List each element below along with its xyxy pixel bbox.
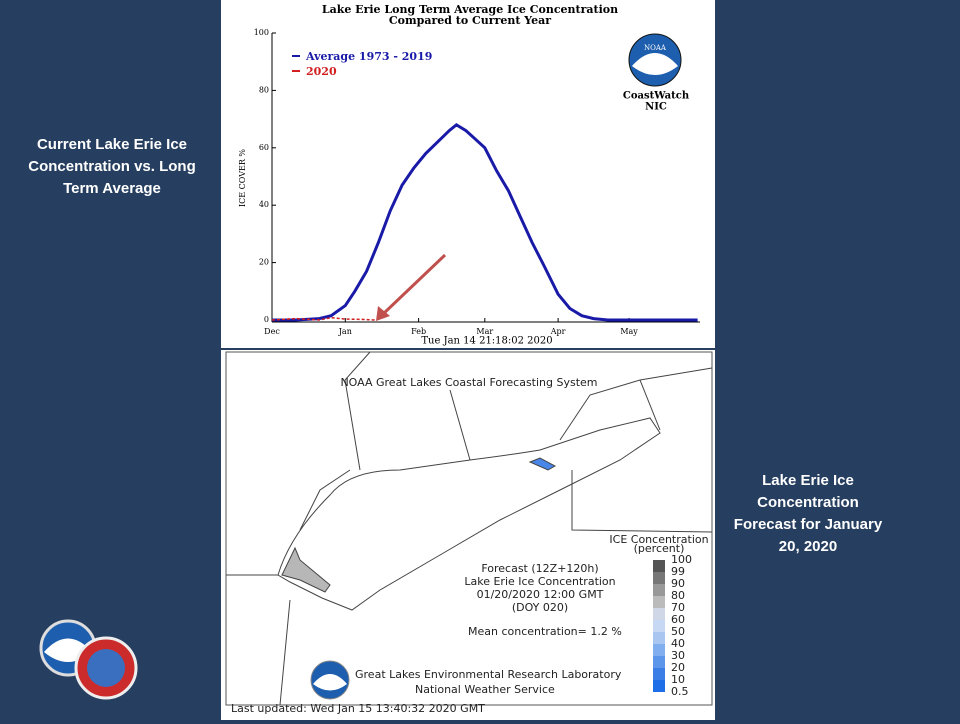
map-label: Lake Erie Ice Concentration (464, 575, 615, 588)
y-tick-label: 40 (259, 200, 269, 209)
x-tick-label: Dec (264, 327, 280, 336)
map-label: 80 (671, 589, 685, 602)
chart-title: Lake Erie Long Term Average Ice Concentr… (322, 3, 618, 16)
x-tick-label: Mar (476, 327, 493, 336)
logos (39, 619, 138, 700)
map-label: Great Lakes Environmental Research Labor… (355, 668, 622, 681)
series-line (272, 122, 698, 322)
map-label: 40 (671, 637, 685, 650)
colorbar (653, 560, 665, 692)
map-label: ICE Concentration (609, 533, 708, 546)
map-label: 20 (671, 661, 685, 674)
chart-subtitle: Compared to Current Year (389, 14, 551, 27)
y-axis-label: ICE COVER % (238, 149, 247, 207)
chart: Lake Erie Long Term Average Ice Concentr… (238, 3, 700, 347)
map-label: 60 (671, 613, 685, 626)
chart-footer: Tue Jan 14 21:18:02 2020 (421, 336, 552, 347)
map-label: 90 (671, 577, 685, 590)
logo-text: NIC (645, 102, 667, 113)
map-frame (225, 351, 713, 706)
x-tick-label: Feb (411, 327, 426, 336)
logo-text: NOAA (644, 44, 667, 52)
map-label: 10 (671, 673, 685, 686)
map-label: (DOY 020) (512, 601, 568, 614)
map-label: 100 (671, 553, 692, 566)
right-caption: 20, 2020 (779, 538, 837, 555)
left-caption: Current Lake Erie Ice (37, 136, 187, 153)
x-tick-label: Jan (338, 327, 352, 336)
map-text: NOAA Great Lakes Coastal Forecasting Sys… (231, 376, 709, 715)
map-label: Last updated: Wed Jan 15 13:40:32 2020 G… (231, 702, 485, 715)
map-label: Forecast (12Z+120h) (481, 562, 598, 575)
right-caption: Lake Erie Ice (762, 472, 854, 489)
map-label: NOAA Great Lakes Coastal Forecasting Sys… (340, 376, 597, 389)
left-caption: Term Average (63, 180, 161, 197)
map-label: 30 (671, 649, 685, 662)
map-label: 50 (671, 625, 685, 638)
map-label: 01/20/2020 12:00 GMT (477, 588, 604, 601)
y-tick-label: 80 (259, 85, 269, 94)
logo-text: CoastWatch (623, 91, 690, 102)
map-label: 70 (671, 601, 685, 614)
right-caption: Concentration (757, 494, 859, 511)
legend-label: 2020 (306, 65, 337, 78)
y-tick-label: 60 (259, 143, 269, 152)
y-tick-label: 0 (264, 315, 269, 324)
map-panel (221, 350, 715, 720)
map-label: 0.5 (671, 685, 689, 698)
left-caption: Concentration vs. Long (28, 158, 196, 175)
series-line (271, 316, 377, 321)
legend-label: Average 1973 - 2019 (305, 50, 432, 63)
x-tick-label: May (620, 327, 638, 336)
right-caption: Forecast for January (734, 516, 883, 533)
map-label: (percent) (634, 542, 685, 555)
map (226, 351, 713, 706)
map-label: National Weather Service (415, 683, 555, 696)
x-tick-label: Apr (550, 327, 566, 336)
y-tick-label: 20 (259, 258, 269, 267)
y-tick-label: 100 (254, 28, 269, 37)
map-label: Mean concentration= 1.2 % (468, 625, 622, 638)
map-label: 99 (671, 565, 685, 578)
